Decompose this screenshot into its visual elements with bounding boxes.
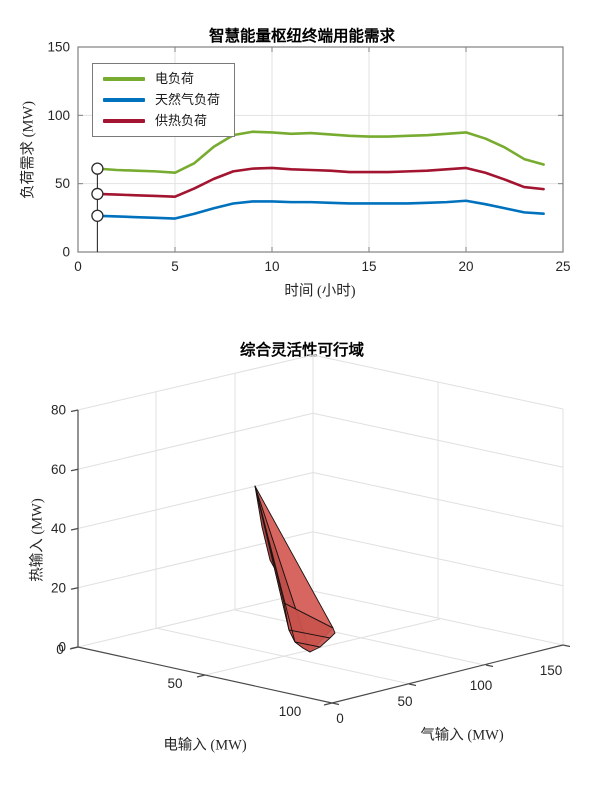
region-y-axis-label: 气输入 (MW) <box>420 727 504 744</box>
region-x-axis-label: 电输入 (MW) <box>163 737 247 754</box>
demand-chart-plot: 0 5 10 15 20 25 0 50 100 150 <box>47 40 570 275</box>
y-tick-label: 100 <box>470 678 493 693</box>
legend-label-gas: 天然气负荷 <box>155 92 221 107</box>
z-tick <box>70 527 79 531</box>
x-tick-label: 0 <box>74 259 82 274</box>
legend-label-heat: 供热负荷 <box>155 113 208 128</box>
y-tick-label: 150 <box>47 40 70 55</box>
region-edge <box>294 641 321 648</box>
legend-item-gas: 天然气负荷 <box>103 93 220 107</box>
y-tick <box>485 664 494 668</box>
z-tick-label: 40 <box>51 521 66 536</box>
floor-grid-y <box>234 609 490 667</box>
z-tick <box>70 468 79 472</box>
legend-label-electric: 电负荷 <box>155 71 195 86</box>
floor-grid-x <box>204 618 441 676</box>
x-tick-label: 5 <box>171 259 179 274</box>
y-tick <box>408 683 417 687</box>
x-tick-label: 15 <box>361 259 376 274</box>
y-tick-label: 100 <box>47 108 70 123</box>
floor-grid-y <box>155 627 411 685</box>
x-tick <box>196 674 206 678</box>
heat-line-swatch <box>103 119 145 123</box>
z-tick-label: 80 <box>51 403 66 418</box>
region-edge <box>288 629 331 639</box>
demand-chart-title: 智慧能量枢纽终端用能需求 <box>208 28 395 45</box>
y-tick-label: 0 <box>62 245 70 260</box>
hour1-marker-circle <box>91 187 104 201</box>
hour1-marker-circle <box>91 162 104 175</box>
axes-box <box>77 46 564 253</box>
gas-line-swatch <box>103 98 145 102</box>
series-line-电负荷 <box>96 130 545 175</box>
legend-item-heat: 供热负荷 <box>103 114 220 128</box>
x-tick <box>69 646 79 650</box>
y-tick-label: 50 <box>55 176 70 191</box>
legend-item-electric: 电负荷 <box>103 72 220 86</box>
y-tick-label: 50 <box>397 694 412 709</box>
y-tick-label: 150 <box>540 663 563 678</box>
x-tick-label: 10 <box>264 259 279 274</box>
hour1-marker-circle <box>91 209 104 222</box>
x-tick-label: 50 <box>167 676 182 691</box>
z-tick <box>70 409 79 413</box>
electric-line-swatch <box>103 77 145 81</box>
region-edge <box>254 485 296 643</box>
x-tick <box>323 702 333 706</box>
box-edge <box>77 354 314 411</box>
z-tick <box>70 587 79 590</box>
region-z-axis-label: 热输入 (MW) <box>29 498 46 582</box>
x-tick-label: 100 <box>279 704 302 719</box>
z-tick-label: 20 <box>51 580 66 595</box>
z-tick-label: 0 <box>58 640 66 655</box>
y-axis <box>331 644 564 704</box>
y-tick <box>562 644 571 648</box>
plot-area: 0 5 10 15 20 25 0 50 100 150 <box>47 40 570 275</box>
x-tick-label: 25 <box>555 259 570 274</box>
region-face <box>283 602 336 653</box>
x-tick-label: 20 <box>458 259 473 274</box>
region-edge <box>283 602 334 629</box>
x-tick-label: 0 <box>56 642 64 657</box>
z-tick-label: 60 <box>51 462 66 477</box>
y-tick-label: 0 <box>336 711 344 726</box>
feasible-region-title: 综合灵活性可行域 <box>239 342 364 359</box>
wall-grid-z <box>77 472 314 529</box>
feasible-region-polyhedron <box>254 485 336 653</box>
legend: 电负荷 天然气负荷 供热负荷 <box>92 63 236 137</box>
box-edge <box>77 590 314 648</box>
demand-y-axis-label: 负荷需求 (MW) <box>20 101 37 199</box>
wall-grid-z <box>77 412 314 470</box>
series-line-供热负荷 <box>96 166 545 198</box>
series-line-天然气负荷 <box>96 199 545 220</box>
demand-x-axis-label: 时间 (小时) <box>284 283 356 300</box>
y-tick <box>331 702 340 706</box>
